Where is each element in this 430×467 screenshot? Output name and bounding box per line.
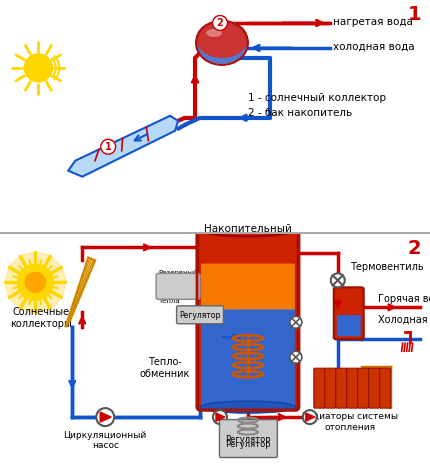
FancyBboxPatch shape xyxy=(380,368,391,408)
Text: Циркуляционный
насос: Циркуляционный насос xyxy=(64,431,147,451)
Text: Резервный
или
дополнит.
источник
тепла: Резервный или дополнит. источник тепла xyxy=(158,269,198,304)
Text: нагретая вода: нагретая вода xyxy=(333,17,413,27)
FancyBboxPatch shape xyxy=(156,273,200,299)
FancyBboxPatch shape xyxy=(334,287,364,339)
Polygon shape xyxy=(65,257,95,327)
FancyBboxPatch shape xyxy=(314,368,325,408)
FancyBboxPatch shape xyxy=(358,368,369,408)
Polygon shape xyxy=(306,413,315,421)
Text: Солнечные
коллекторы: Солнечные коллекторы xyxy=(10,307,72,329)
Ellipse shape xyxy=(196,28,248,64)
Circle shape xyxy=(290,316,302,328)
Text: 1 - солнечный коллектор: 1 - солнечный коллектор xyxy=(248,93,386,103)
Ellipse shape xyxy=(206,29,222,37)
Circle shape xyxy=(290,351,302,363)
Circle shape xyxy=(17,264,53,300)
Bar xyxy=(200,341,296,359)
Ellipse shape xyxy=(196,20,248,58)
FancyBboxPatch shape xyxy=(177,306,224,324)
Text: Горячая вода: Горячая вода xyxy=(378,294,430,304)
FancyBboxPatch shape xyxy=(337,315,361,336)
Text: Радиаторы системы
отопления: Радиаторы системы отопления xyxy=(302,412,398,432)
Text: 1: 1 xyxy=(408,5,421,24)
Ellipse shape xyxy=(200,401,296,413)
Polygon shape xyxy=(68,116,178,177)
Circle shape xyxy=(25,272,45,292)
Polygon shape xyxy=(100,412,111,422)
Text: Тепло-
обменник: Тепло- обменник xyxy=(140,357,190,379)
Bar xyxy=(200,328,296,341)
Ellipse shape xyxy=(200,222,296,236)
FancyBboxPatch shape xyxy=(201,307,295,406)
FancyBboxPatch shape xyxy=(219,419,277,458)
Polygon shape xyxy=(216,413,225,421)
Text: Регулятор: Регулятор xyxy=(225,435,271,444)
Circle shape xyxy=(331,273,345,287)
Text: Термовентиль: Термовентиль xyxy=(350,262,424,272)
FancyBboxPatch shape xyxy=(347,368,358,408)
Text: 2: 2 xyxy=(408,240,421,258)
FancyBboxPatch shape xyxy=(201,263,295,310)
Text: 1: 1 xyxy=(105,142,111,152)
Text: Регулятор: Регулятор xyxy=(225,439,271,448)
Text: Регулятор: Регулятор xyxy=(179,311,221,320)
Text: 2 - бак накопитель: 2 - бак накопитель xyxy=(248,108,352,118)
FancyBboxPatch shape xyxy=(369,368,380,408)
Circle shape xyxy=(303,410,317,424)
Circle shape xyxy=(25,54,52,82)
Circle shape xyxy=(213,410,227,424)
Bar xyxy=(200,232,296,328)
Text: Холодная вода: Холодная вода xyxy=(378,314,430,324)
FancyBboxPatch shape xyxy=(325,368,336,408)
Text: Накопительный
бак: Накопительный бак xyxy=(204,225,292,246)
Text: холодная вода: холодная вода xyxy=(333,42,415,52)
FancyBboxPatch shape xyxy=(336,368,347,408)
Bar xyxy=(200,359,296,407)
FancyBboxPatch shape xyxy=(198,225,298,409)
Circle shape xyxy=(96,408,114,426)
Circle shape xyxy=(6,252,65,312)
Text: 2: 2 xyxy=(217,18,223,28)
